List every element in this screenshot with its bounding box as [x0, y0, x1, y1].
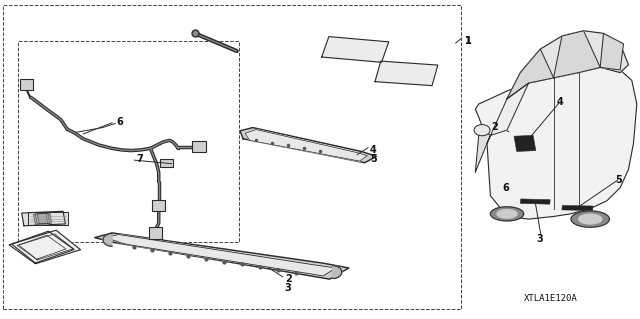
Polygon shape [507, 49, 554, 99]
Polygon shape [476, 67, 637, 219]
Text: 1: 1 [465, 36, 472, 47]
Bar [149, 227, 162, 239]
Text: 1: 1 [465, 36, 472, 47]
Polygon shape [375, 61, 438, 85]
Polygon shape [554, 31, 600, 78]
Polygon shape [490, 207, 524, 221]
Text: 6: 6 [116, 117, 124, 127]
Bar [160, 159, 173, 167]
Polygon shape [507, 31, 628, 99]
Text: 2: 2 [285, 274, 292, 284]
Polygon shape [22, 211, 65, 226]
Text: 5: 5 [370, 154, 377, 164]
Polygon shape [12, 230, 81, 263]
Bar [562, 205, 593, 211]
Polygon shape [245, 130, 367, 161]
Text: XTLA1E120A: XTLA1E120A [524, 294, 577, 303]
Polygon shape [35, 213, 50, 224]
Polygon shape [476, 130, 490, 172]
Polygon shape [571, 211, 609, 227]
Polygon shape [9, 231, 74, 263]
Bar [152, 200, 165, 211]
Text: 4: 4 [557, 97, 564, 107]
Text: 7: 7 [136, 154, 143, 165]
Text: 2: 2 [491, 122, 498, 132]
Polygon shape [322, 37, 388, 62]
Polygon shape [579, 214, 602, 224]
Polygon shape [33, 214, 48, 224]
Bar [3, 5, 461, 309]
Bar [192, 141, 206, 152]
Polygon shape [37, 213, 52, 224]
Text: 5: 5 [615, 175, 622, 185]
Polygon shape [28, 212, 68, 225]
Polygon shape [240, 128, 376, 163]
Bar [514, 135, 536, 152]
Text: 3: 3 [285, 283, 292, 293]
Polygon shape [487, 83, 529, 143]
Text: 4: 4 [370, 145, 377, 155]
Bar [20, 79, 33, 90]
Polygon shape [333, 266, 342, 278]
Bar [18, 41, 239, 242]
Text: 6: 6 [502, 183, 509, 193]
Text: 3: 3 [537, 234, 543, 244]
Polygon shape [103, 234, 112, 246]
Ellipse shape [474, 125, 490, 136]
Polygon shape [497, 210, 517, 218]
Bar [520, 199, 550, 204]
Polygon shape [106, 234, 336, 276]
Polygon shape [95, 233, 349, 279]
Polygon shape [600, 33, 623, 70]
